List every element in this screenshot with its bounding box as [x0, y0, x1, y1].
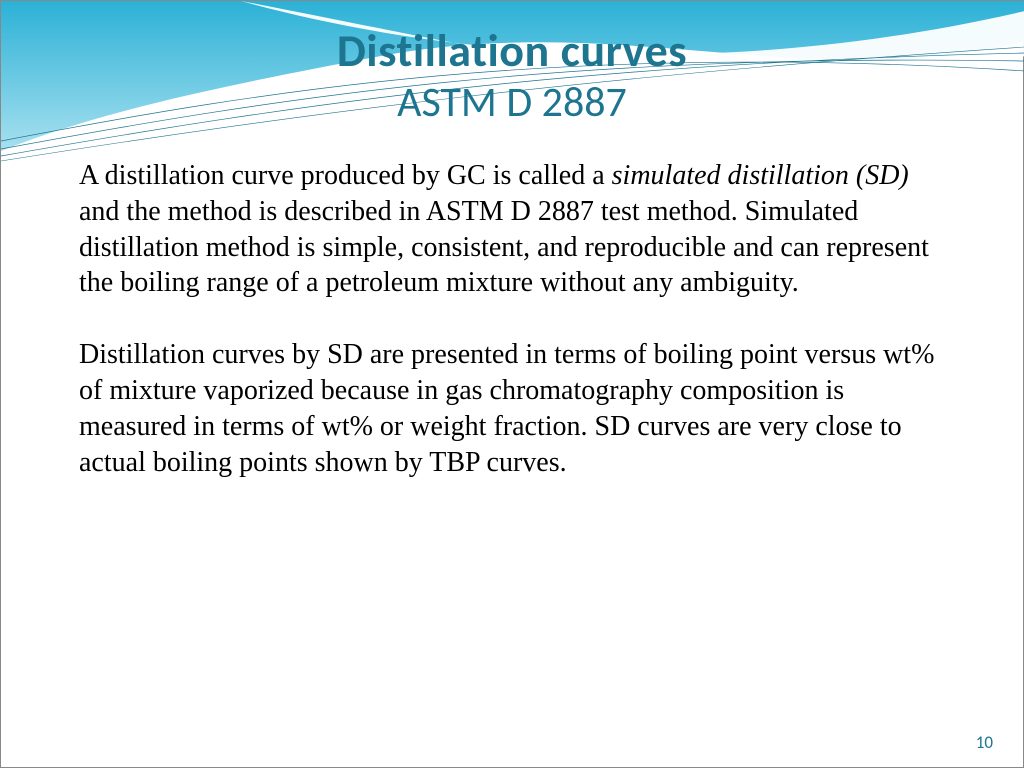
- slide-content: Distillation curves ASTM D 2887 A distil…: [1, 1, 1023, 767]
- p1-pre: A distillation curve produced by GC is c…: [79, 160, 612, 191]
- p1-post: and the method is described in ASTM D 28…: [79, 196, 929, 299]
- slide-subtitle: ASTM D 2887: [61, 77, 963, 128]
- paragraph-2: Distillation curves by SD are presented …: [79, 337, 953, 480]
- paragraph-1: A distillation curve produced by GC is c…: [79, 158, 953, 301]
- slide-title: Distillation curves: [61, 23, 963, 79]
- slide-body: A distillation curve produced by GC is c…: [61, 158, 963, 481]
- p1-italic: simulated distillation (SD): [612, 160, 909, 191]
